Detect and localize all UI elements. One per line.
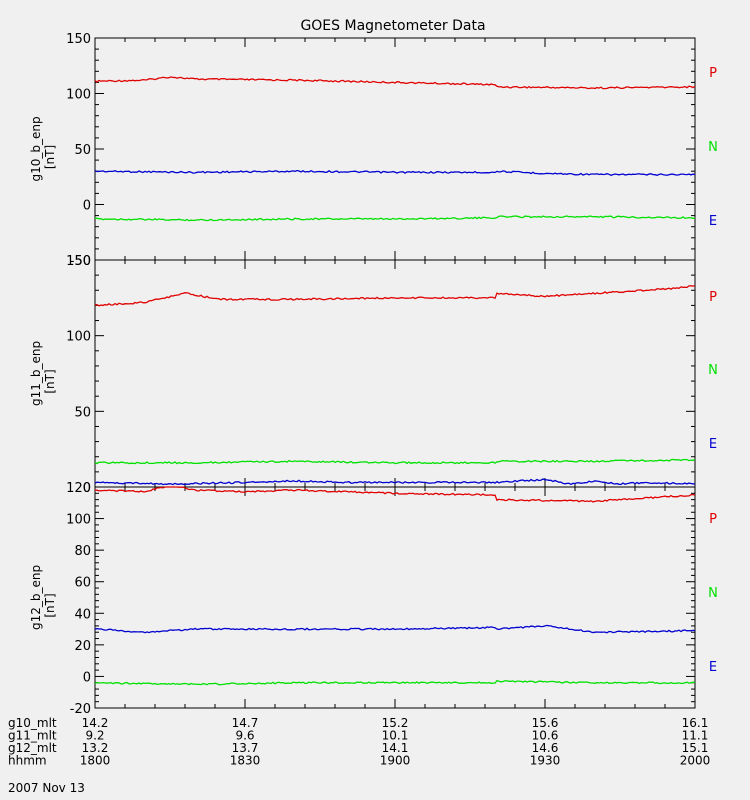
series-line-E xyxy=(94,478,696,486)
y-axis-unit: [nT] xyxy=(43,593,57,617)
panel-frame xyxy=(94,259,696,488)
series-line-P xyxy=(95,486,696,503)
y-tick-label: 50 xyxy=(74,405,91,420)
footer-value: 11.1 xyxy=(682,729,709,743)
legend-N: N xyxy=(708,363,718,378)
legend-P: P xyxy=(709,512,717,527)
y-tick-label: 0 xyxy=(83,481,91,496)
chart-title: GOES Magnetometer Data xyxy=(300,18,485,34)
y-tick-label: 0 xyxy=(83,199,91,214)
series-line-N xyxy=(94,458,696,465)
legend-P: P xyxy=(709,290,717,305)
time-axis-table: g10_mlt 14.2 14.7 15.2 15.6 16.1 g11_mlt 9.2 9.6… xyxy=(8,716,710,768)
footer-value: 14.6 xyxy=(532,741,559,755)
legend-N: N xyxy=(708,140,718,155)
footer-value: 16.1 xyxy=(682,716,709,730)
footer-row-label: hhmm xyxy=(8,754,47,768)
y-tick-label: 0 xyxy=(83,670,91,685)
series-line-P xyxy=(94,76,696,90)
footer-value: 13.7 xyxy=(232,741,259,755)
y-tick-label: 100 xyxy=(66,513,91,528)
footer-row-label: g11_mlt xyxy=(8,729,57,743)
footer-value: 14.1 xyxy=(382,741,409,755)
y-tick-label: 150 xyxy=(66,254,91,269)
footer-value: 13.2 xyxy=(82,741,109,755)
y-axis-unit: [nT] xyxy=(43,369,57,393)
footer-value: 1930 xyxy=(530,754,561,768)
series-line-E xyxy=(94,169,696,177)
y-tick-label: 40 xyxy=(74,607,91,622)
footer-value: 14.7 xyxy=(232,716,259,730)
legend-P: P xyxy=(709,66,717,81)
y-tick-label: 20 xyxy=(74,639,91,654)
series-line-E xyxy=(94,624,696,634)
footer-value: 1800 xyxy=(80,754,111,768)
footer-value: 9.6 xyxy=(235,729,254,743)
panel-frame xyxy=(94,37,696,261)
legend-N: N xyxy=(708,586,718,601)
legend-E: E xyxy=(709,214,717,229)
y-tick-label: 100 xyxy=(66,88,91,103)
y-tick-label: 120 xyxy=(66,481,91,496)
date-label: 2007 Nov 13 xyxy=(8,781,85,795)
footer-value: 1900 xyxy=(380,754,411,768)
panel-g10: -50 0 50 100 150 g10_b_enp [nT] P N E xyxy=(29,32,718,269)
y-tick-label: -20 xyxy=(70,702,91,717)
y-axis-label: g12_b_enp xyxy=(29,565,43,630)
footer-row-label: g12_mlt xyxy=(8,741,57,755)
y-axis-label: g11_b_enp xyxy=(29,341,43,406)
y-axis-label: g10_b_enp xyxy=(29,116,43,181)
panel-frame xyxy=(94,486,696,709)
y-tick-label: 80 xyxy=(74,544,91,559)
series-line-N xyxy=(94,215,695,222)
footer-value: 10.6 xyxy=(532,729,559,743)
y-tick-label: 150 xyxy=(66,32,91,47)
footer-value: 14.2 xyxy=(82,716,109,730)
y-tick-label: 60 xyxy=(74,576,91,591)
y-tick-label: 100 xyxy=(66,330,91,345)
footer-value: 15.6 xyxy=(532,716,559,730)
footer-row-label: g10_mlt xyxy=(8,716,57,730)
panel-g12: -20 0 20 40 60 80 100 120 g12_b_enp [nT] P N E xyxy=(29,481,718,717)
footer-value: 2000 xyxy=(680,754,711,768)
footer-value: 10.1 xyxy=(382,729,409,743)
y-tick-label: 50 xyxy=(74,143,91,158)
y-tick-label: -50 xyxy=(70,254,91,269)
footer-value: 15.1 xyxy=(682,741,709,755)
legend-E: E xyxy=(709,437,717,452)
footer-value: 15.2 xyxy=(382,716,409,730)
series-line-N xyxy=(94,679,696,686)
footer-value: 1830 xyxy=(230,754,261,768)
footer-value: 9.2 xyxy=(85,729,104,743)
legend-E: E xyxy=(709,660,717,675)
y-axis-unit: [nT] xyxy=(43,145,57,169)
series-line-P xyxy=(94,284,696,307)
panel-g11: 0 50 100 150 g11_b_enp [nT] P N E xyxy=(29,254,718,496)
